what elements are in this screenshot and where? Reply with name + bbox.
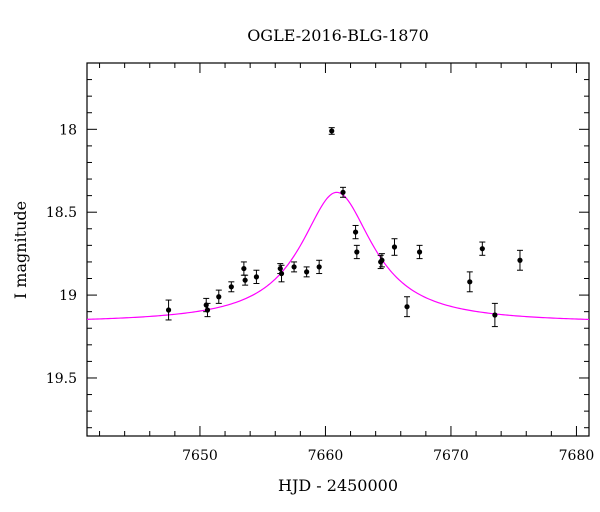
data-point — [228, 284, 234, 290]
data-point-group — [353, 244, 360, 260]
data-point-group — [291, 261, 298, 273]
data-point — [165, 307, 172, 313]
data-point — [253, 274, 260, 280]
data-point — [277, 265, 283, 272]
data-point — [352, 229, 359, 235]
data-point — [278, 270, 285, 277]
data-point-group — [253, 269, 260, 284]
data-point — [340, 189, 346, 195]
chart-title: OGLE-2016-BLG-1870 — [247, 26, 429, 45]
data-point-group — [204, 302, 211, 318]
data-point-group — [466, 271, 473, 293]
data-point — [492, 312, 498, 318]
data-point — [379, 257, 385, 263]
data-point-group — [491, 302, 498, 328]
data-point — [291, 264, 297, 270]
data-point-group — [228, 281, 235, 293]
x-axis-title: HJD - 2450000 — [278, 476, 398, 495]
y-axis-title: I magnitude — [11, 201, 30, 299]
data-points-layer — [165, 127, 523, 328]
data-point-group — [516, 249, 523, 271]
ticks-layer: 7650 7660 7670 7680 18 18.5 19 19.5 — [46, 62, 595, 464]
model-curve — [86, 191, 590, 321]
y-tick-label: 19.5 — [46, 371, 77, 387]
data-point — [304, 269, 310, 275]
data-point-group — [303, 266, 310, 278]
data-point-group — [278, 264, 285, 283]
data-point — [467, 279, 473, 285]
data-point-group — [391, 238, 398, 256]
data-point — [517, 257, 523, 263]
data-point-group — [479, 241, 486, 256]
data-point-group — [328, 127, 335, 135]
plot-frame — [86, 62, 590, 437]
data-point-group — [242, 274, 249, 286]
data-point — [241, 265, 247, 272]
data-point-group — [404, 296, 411, 318]
y-tick-label: 18 — [59, 122, 77, 138]
x-tick-label: 7670 — [433, 448, 469, 464]
data-point — [354, 249, 360, 255]
data-point — [479, 246, 485, 252]
x-tick-label: 7650 — [182, 448, 218, 464]
data-point-group — [416, 244, 423, 260]
data-point — [204, 307, 211, 313]
data-point — [329, 128, 335, 134]
data-point-group — [340, 186, 347, 198]
data-point-group — [215, 289, 222, 304]
data-point-group — [378, 253, 385, 268]
data-point — [242, 277, 248, 283]
y-tick-label: 19 — [59, 288, 77, 304]
plot-area: 7650 7660 7670 7680 18 18.5 19 19.5 — [46, 62, 595, 464]
data-point — [216, 294, 222, 300]
y-tick-label: 18.5 — [46, 205, 77, 221]
data-point-group — [352, 224, 359, 240]
data-point — [416, 249, 423, 255]
x-tick-label: 7660 — [308, 448, 344, 464]
data-point-group — [165, 299, 172, 321]
data-point — [404, 304, 410, 310]
data-point-group — [240, 261, 247, 276]
x-tick-label: 7680 — [559, 448, 595, 464]
data-point-group — [316, 259, 323, 275]
data-point — [316, 264, 322, 270]
data-point — [391, 244, 398, 250]
